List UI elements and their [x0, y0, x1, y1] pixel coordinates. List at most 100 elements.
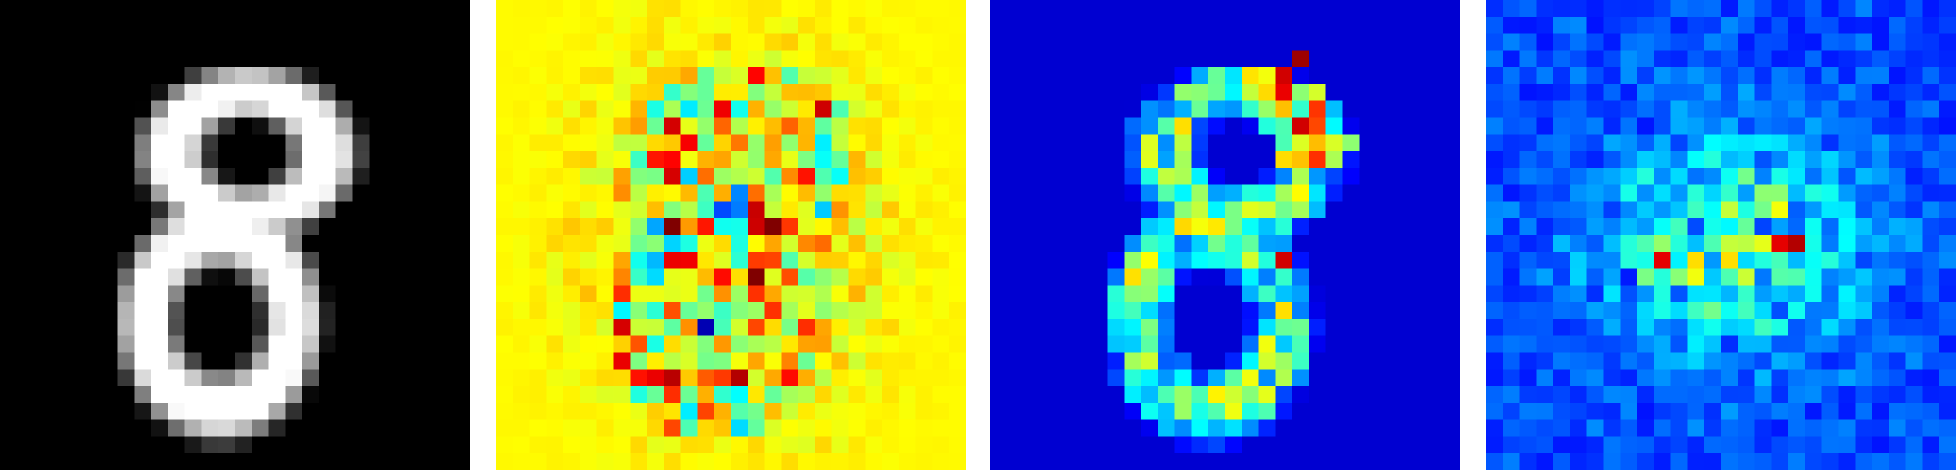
heatmap-cell — [1359, 50, 1377, 68]
heatmap-cell — [882, 218, 900, 236]
heatmap-cell — [898, 83, 916, 102]
heatmap-cell — [731, 167, 749, 185]
heatmap-cell — [1486, 16, 1504, 34]
heatmap-cell — [1905, 302, 1923, 320]
heatmap-cell — [419, 16, 437, 34]
heatmap-cell — [1653, 218, 1671, 236]
heatmap-cell — [1553, 268, 1571, 286]
heatmap-cell — [1308, 184, 1327, 202]
heatmap-cell — [1023, 67, 1041, 85]
heatmap-cell — [1569, 453, 1588, 470]
heatmap-cell — [235, 117, 253, 135]
heatmap-cell — [100, 386, 118, 404]
heatmap-cell — [1721, 117, 1739, 135]
heatmap-cell — [1208, 151, 1226, 169]
heatmap-cell — [1191, 352, 1209, 370]
heatmap-cell — [714, 402, 732, 420]
heatmap-cell — [83, 419, 102, 437]
heatmap-cell — [512, 67, 530, 85]
heatmap-cell — [1392, 0, 1410, 18]
heatmap-cell — [218, 318, 236, 337]
heatmap-cell — [647, 134, 665, 152]
heatmap-cell — [1057, 100, 1075, 118]
heatmap-cell — [369, 335, 387, 353]
heatmap-cell — [1174, 251, 1192, 269]
heatmap-cell — [0, 0, 18, 18]
heatmap-cell — [402, 0, 420, 18]
heatmap-cell — [1426, 453, 1444, 470]
heatmap-cell — [1922, 100, 1940, 118]
heatmap-cell — [1191, 100, 1209, 118]
heatmap-cell — [697, 184, 715, 202]
heatmap-cell — [1620, 235, 1638, 253]
heatmap-cell — [1838, 83, 1856, 102]
heatmap-cell — [1721, 369, 1739, 387]
heatmap-cell — [184, 285, 202, 303]
heatmap-cell — [1275, 268, 1293, 286]
heatmap-cell — [1872, 50, 1890, 68]
heatmap-cell — [613, 402, 631, 420]
heatmap-cell — [1603, 352, 1621, 370]
heatmap-cell — [302, 167, 320, 185]
heatmap-cell — [352, 268, 370, 286]
heatmap-cell — [268, 184, 286, 202]
heatmap-cell — [1603, 235, 1621, 253]
heatmap-cell — [898, 268, 916, 286]
heatmap-cell — [184, 218, 202, 236]
heatmap-cell — [117, 117, 135, 135]
heatmap-cell — [1536, 218, 1554, 236]
heatmap-cell — [1737, 167, 1755, 185]
heatmap-cell — [318, 251, 337, 269]
heatmap-cell — [50, 352, 68, 370]
heatmap-cell — [1754, 50, 1772, 68]
heatmap-cell — [949, 134, 966, 152]
heatmap-cell — [453, 235, 470, 253]
heatmap-cell — [1872, 83, 1890, 102]
heatmap-cell — [663, 67, 681, 85]
heatmap-cell — [1090, 436, 1108, 454]
heatmap-cell — [596, 100, 614, 118]
heatmap-cell — [932, 268, 950, 286]
heatmap-cell — [781, 268, 799, 286]
heatmap-cell — [1141, 386, 1159, 404]
heatmap-cell — [764, 201, 782, 219]
heatmap-cell — [496, 50, 514, 68]
heatmap-cell — [1804, 33, 1823, 51]
heatmap-cell — [167, 235, 185, 253]
heatmap-cell — [1073, 369, 1092, 387]
heatmap-cell — [453, 251, 470, 269]
heatmap-cell — [990, 302, 1008, 320]
heatmap-cell — [563, 285, 581, 303]
heatmap-cell — [915, 369, 933, 387]
heatmap-cell — [369, 402, 387, 420]
heatmap-cell — [1292, 67, 1310, 85]
heatmap-cell — [1057, 167, 1075, 185]
heatmap-cell — [285, 83, 303, 102]
heatmap-cell — [680, 335, 698, 353]
heatmap-cell — [1191, 0, 1209, 18]
heatmap-cell — [1241, 218, 1259, 236]
heatmap-cell — [529, 201, 547, 219]
heatmap-cell — [1225, 50, 1243, 68]
heatmap-cell — [67, 402, 85, 420]
heatmap-cell — [781, 184, 799, 202]
heatmap-cell — [453, 335, 470, 353]
heatmap-cell — [915, 16, 933, 34]
heatmap-cell — [1939, 0, 1956, 18]
heatmap-cell — [335, 83, 353, 102]
heatmap-cell — [1586, 83, 1604, 102]
heatmap-cell — [134, 251, 152, 269]
heatmap-cell — [1586, 184, 1604, 202]
heatmap-cell — [352, 386, 370, 404]
heatmap-cell — [1275, 67, 1293, 85]
heatmap-cell — [1325, 369, 1343, 387]
heatmap-cell — [134, 419, 152, 437]
heatmap-cell — [1637, 16, 1655, 34]
heatmap-cell — [285, 268, 303, 286]
heatmap-cell — [747, 16, 765, 34]
heatmap-cell — [1275, 453, 1293, 470]
heatmap-cell — [402, 335, 420, 353]
heatmap-cell — [1872, 67, 1890, 85]
heatmap-cell — [1821, 369, 1839, 387]
heatmap-cell — [814, 285, 833, 303]
